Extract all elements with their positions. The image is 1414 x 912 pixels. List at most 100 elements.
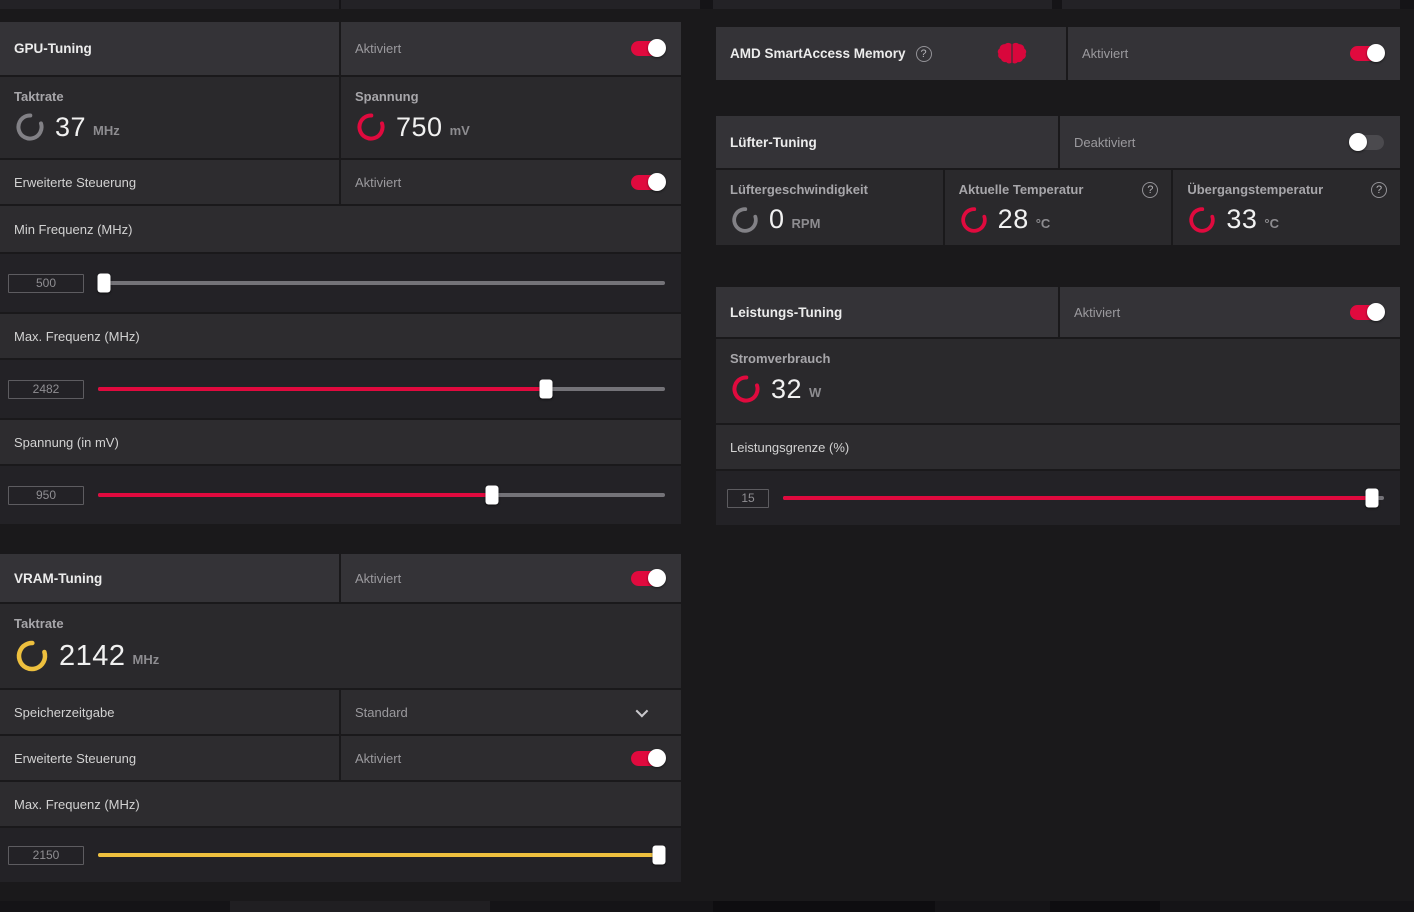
gpu-voltage-label-row: Spannung (in mV) — [0, 420, 681, 464]
gpu-min-freq-slider-row — [0, 254, 681, 312]
vram-max-freq-input[interactable] — [8, 845, 84, 865]
help-icon[interactable]: ? — [1142, 182, 1159, 198]
clipped-cell — [0, 0, 339, 9]
fan-tuning-toggle[interactable] — [1349, 132, 1384, 151]
slider-fill — [98, 387, 546, 391]
gpu-max-freq-handle[interactable] — [539, 379, 553, 399]
help-icon[interactable]: ? — [1371, 182, 1388, 198]
gpu-tuning-header-row: GPU-Tuning Aktiviert — [0, 22, 681, 75]
power-tuning-toggle[interactable] — [1350, 302, 1385, 321]
fan-tuning-panel: Lüfter-Tuning Deaktiviert Lüftergeschwin… — [716, 116, 1401, 247]
gpu-tuning-title-cell: GPU-Tuning — [0, 22, 339, 75]
clipped-cell — [341, 0, 700, 9]
gpu-max-freq-label-row: Max. Frequenz (MHz) — [0, 314, 681, 358]
clipped-cell — [230, 901, 490, 912]
gpu-min-freq-label-row: Min Frequenz (MHz) — [0, 206, 681, 252]
vram-max-freq-handle[interactable] — [652, 845, 666, 865]
fan-speed-value: 0 — [769, 204, 785, 234]
memory-timing-label: Speicherzeitgabe — [14, 704, 115, 720]
power-consumption-value: 32 — [771, 373, 803, 404]
gpu-advanced-label: Erweiterte Steuerung — [14, 174, 137, 190]
chevron-down-icon — [635, 704, 649, 717]
memory-timing-label-cell: Speicherzeitgabe — [0, 690, 339, 734]
gpu-voltage-slider-row — [0, 466, 681, 524]
gpu-max-freq-slider-row — [0, 360, 681, 418]
gpu-max-freq-input[interactable] — [8, 379, 84, 399]
gpu-tuning-toggle[interactable] — [631, 39, 666, 57]
gpu-clock-label: Taktrate — [14, 89, 64, 104]
power-consumption-unit: W — [809, 385, 822, 400]
gpu-voltage-slider-label: Spannung (in mV) — [14, 434, 119, 450]
gauge-icon — [960, 206, 987, 233]
junction-temp-label: Übergangstemperatur — [1187, 182, 1324, 197]
vram-tuning-toggle[interactable] — [631, 568, 666, 587]
gpu-max-freq-label: Max. Frequenz (MHz) — [14, 328, 140, 344]
vram-max-freq-label: Max. Frequenz (MHz) — [14, 796, 140, 812]
vram-tuning-header-row: VRAM-Tuning Aktiviert — [0, 554, 681, 602]
toggle-knob — [648, 748, 666, 767]
power-limit-slider-row — [716, 471, 1400, 525]
vram-advanced-label-cell: Erweiterte Steuerung — [0, 736, 339, 780]
sam-toggle[interactable] — [1350, 44, 1385, 62]
sam-title-cell: AMD SmartAccess Memory ? — [716, 27, 1066, 80]
power-limit-label-row: Leistungsgrenze (%) — [716, 425, 1400, 469]
clipped-cell — [1062, 0, 1400, 9]
vram-gauge-row: Taktrate 2142 MHz — [0, 604, 681, 688]
smart-access-memory-panel: AMD SmartAccess Memory ? Aktiviert — [716, 27, 1400, 82]
toggle-knob — [648, 39, 666, 57]
vram-memory-timing-row: Speicherzeitgabe Standard — [0, 690, 681, 734]
sam-title: AMD SmartAccess Memory — [730, 46, 906, 61]
vram-tuning-title: VRAM-Tuning — [14, 570, 103, 586]
gpu-voltage-label: Spannung — [355, 89, 419, 104]
toggle-knob — [648, 172, 666, 191]
gauge-icon — [16, 113, 44, 141]
gpu-advanced-status: Aktiviert — [355, 174, 402, 190]
clipped-row-bottom — [0, 901, 1414, 912]
vram-tuning-status: Aktiviert — [355, 570, 402, 586]
gpu-min-freq-handle[interactable] — [97, 273, 111, 293]
help-icon[interactable]: ? — [915, 45, 932, 62]
power-gauge-row: Stromverbrauch 32 W — [716, 339, 1400, 423]
gpu-voltage-handle[interactable] — [485, 485, 499, 505]
memory-timing-value: Standard — [355, 704, 408, 720]
fan-speed-label: Lüftergeschwindigkeit — [730, 182, 868, 197]
memory-timing-dropdown[interactable]: Standard — [341, 690, 681, 734]
slider-fill — [783, 496, 1372, 500]
gpu-min-freq-input[interactable] — [8, 273, 84, 293]
vram-clock-value: 2142 — [59, 639, 126, 672]
gpu-voltage-input[interactable] — [8, 485, 84, 505]
gpu-min-freq-slider[interactable] — [97, 273, 665, 293]
fan-gauges-row: Lüftergeschwindigkeit 0 RPM Aktuelle Tem… — [716, 170, 1401, 245]
gpu-max-freq-slider[interactable] — [98, 379, 665, 399]
vram-advanced-label: Erweiterte Steuerung — [14, 750, 137, 766]
power-limit-input[interactable] — [727, 488, 769, 508]
power-limit-handle[interactable] — [1365, 488, 1379, 508]
gpu-voltage-slider[interactable] — [98, 485, 665, 505]
fan-tuning-status-cell: Deaktiviert — [1060, 116, 1400, 168]
gpu-tuning-status-cell: Aktiviert — [341, 22, 681, 75]
toggle-knob — [1349, 132, 1367, 151]
vram-advanced-status: Aktiviert — [355, 750, 402, 766]
vram-max-freq-slider[interactable] — [98, 845, 666, 865]
brain-icon — [997, 42, 1027, 63]
slider-fill — [98, 853, 660, 857]
vram-tuning-status-cell: Aktiviert — [341, 554, 681, 602]
vram-clock-gauge-cell: Taktrate 2142 MHz — [0, 604, 681, 688]
power-consumption-gauge-cell: Stromverbrauch 32 W — [716, 339, 1400, 423]
fan-tuning-title: Lüfter-Tuning — [730, 134, 817, 150]
gpu-advanced-label-cell: Erweiterte Steuerung — [0, 160, 339, 204]
fan-tuning-title-cell: Lüfter-Tuning — [716, 116, 1058, 168]
toggle-knob — [648, 568, 666, 587]
power-limit-slider[interactable] — [783, 488, 1384, 508]
current-temp-value: 28 — [997, 204, 1029, 234]
gpu-voltage-unit: mV — [449, 123, 470, 138]
gpu-gauges-row: Taktrate 37 MHz Spannung 750 mV — [0, 77, 681, 158]
power-tuning-header-row: Leistungs-Tuning Aktiviert — [716, 287, 1400, 337]
power-tuning-status-cell: Aktiviert — [1060, 287, 1400, 337]
clipped-row-top — [0, 0, 1414, 9]
vram-max-freq-slider-row — [0, 828, 681, 882]
vram-advanced-toggle[interactable] — [631, 748, 666, 767]
vram-advanced-row: Erweiterte Steuerung Aktiviert — [0, 736, 681, 780]
gpu-advanced-toggle[interactable] — [631, 172, 666, 191]
